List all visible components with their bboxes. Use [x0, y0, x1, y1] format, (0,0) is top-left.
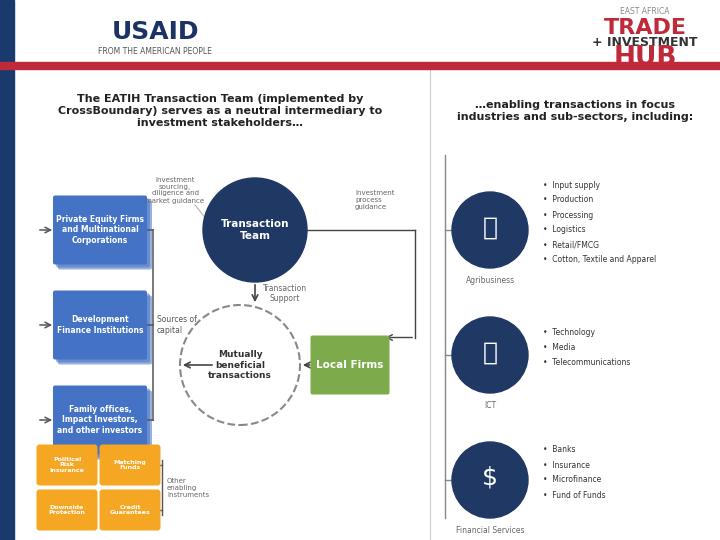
Text: Financial Services: Financial Services: [456, 526, 524, 535]
Text: •  Media: • Media: [543, 343, 575, 352]
Bar: [0, 0, 14, 540]
Text: Private Equity Firms
and Multinational
Corporations: Private Equity Firms and Multinational C…: [56, 215, 144, 245]
Text: Political
Risk
Insurance: Political Risk Insurance: [50, 457, 84, 473]
Text: FROM THE AMERICAN PEOPLE: FROM THE AMERICAN PEOPLE: [98, 48, 212, 57]
Text: •  Fund of Funds: • Fund of Funds: [543, 490, 606, 500]
Text: Matching
Funds: Matching Funds: [114, 460, 146, 470]
Text: Mutually
beneficial
transactions: Mutually beneficial transactions: [208, 350, 272, 380]
Text: •  Telecommunications: • Telecommunications: [543, 358, 631, 367]
Text: USAID: USAID: [112, 20, 199, 44]
FancyBboxPatch shape: [99, 444, 161, 485]
Text: •  Input supply: • Input supply: [543, 180, 600, 190]
Text: Other
enabling
instruments: Other enabling instruments: [167, 478, 209, 498]
FancyBboxPatch shape: [37, 489, 97, 530]
Text: HUB: HUB: [613, 45, 677, 71]
Text: •  Processing: • Processing: [543, 211, 593, 219]
Text: Investment
sourcing,
diligence and
market guidance: Investment sourcing, diligence and marke…: [145, 177, 204, 204]
FancyBboxPatch shape: [99, 489, 161, 530]
Text: Transaction
Support: Transaction Support: [263, 284, 307, 303]
Text: Local Firms: Local Firms: [316, 360, 384, 370]
Circle shape: [452, 192, 528, 268]
FancyBboxPatch shape: [56, 199, 150, 267]
Text: •  Microfinance: • Microfinance: [543, 476, 601, 484]
Text: The EATIH Transaction Team (implemented by
CrossBoundary) serves as a neutral in: The EATIH Transaction Team (implemented …: [58, 94, 382, 127]
Text: •  Insurance: • Insurance: [543, 461, 590, 469]
FancyBboxPatch shape: [53, 195, 147, 265]
Text: •  Cotton, Textile and Apparel: • Cotton, Textile and Apparel: [543, 255, 656, 265]
FancyBboxPatch shape: [58, 390, 152, 460]
Text: Agribusiness: Agribusiness: [465, 276, 515, 285]
FancyBboxPatch shape: [53, 291, 147, 360]
Text: •  Production: • Production: [543, 195, 593, 205]
Text: Transaction
Team: Transaction Team: [221, 219, 289, 241]
Text: ICT: ICT: [484, 401, 496, 410]
Text: •  Logistics: • Logistics: [543, 226, 585, 234]
FancyBboxPatch shape: [310, 335, 390, 395]
Text: Investment
process
guidance: Investment process guidance: [355, 190, 395, 210]
Text: •  Technology: • Technology: [543, 328, 595, 337]
Text: EAST AFRICA: EAST AFRICA: [620, 8, 670, 17]
Text: $: $: [482, 466, 498, 490]
Circle shape: [452, 317, 528, 393]
Text: TRADE: TRADE: [603, 18, 686, 38]
Text: …enabling transactions in focus
industries and sub-sectors, including:: …enabling transactions in focus industri…: [457, 100, 693, 122]
Text: Downside
Protection: Downside Protection: [48, 504, 86, 515]
Text: Development
Finance Institutions: Development Finance Institutions: [57, 315, 143, 335]
Text: •  Banks: • Banks: [543, 446, 575, 455]
FancyBboxPatch shape: [56, 388, 150, 457]
Text: Family offices,
Impact Investors,
and other investors: Family offices, Impact Investors, and ot…: [58, 405, 143, 435]
Text: •  Retail/FMCG: • Retail/FMCG: [543, 240, 599, 249]
Text: 📶: 📶: [482, 341, 498, 365]
FancyBboxPatch shape: [53, 386, 147, 455]
Text: 🌾: 🌾: [482, 216, 498, 240]
Bar: [0, 62, 720, 69]
Circle shape: [452, 442, 528, 518]
FancyBboxPatch shape: [37, 444, 97, 485]
FancyBboxPatch shape: [58, 295, 152, 364]
Circle shape: [203, 178, 307, 282]
Text: Sources of
capital: Sources of capital: [157, 315, 197, 335]
FancyBboxPatch shape: [58, 200, 152, 269]
Text: Credit
Guarantees: Credit Guarantees: [109, 504, 150, 515]
FancyBboxPatch shape: [56, 294, 150, 362]
Text: + INVESTMENT: + INVESTMENT: [593, 37, 698, 50]
